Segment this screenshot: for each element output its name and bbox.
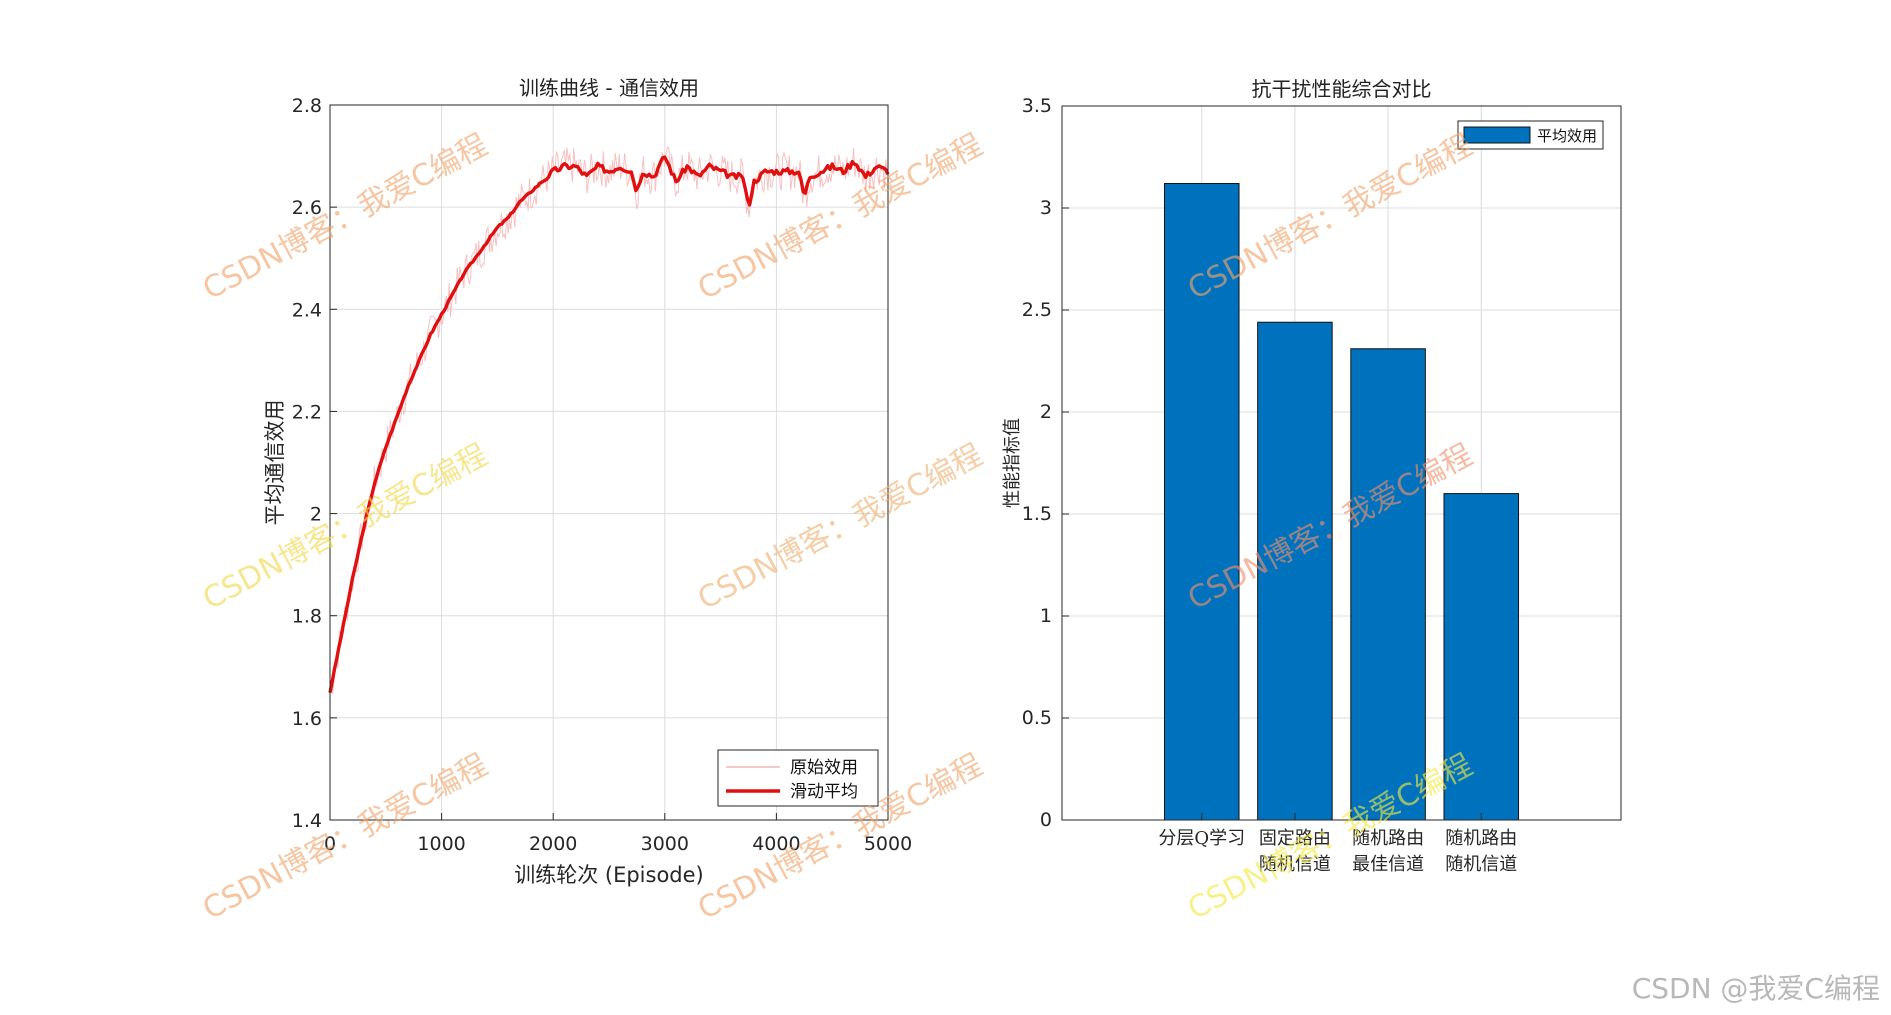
y-tick-label: 2.4	[292, 299, 322, 321]
legend-label-moving-average: 滑动平均	[790, 782, 858, 802]
x-tick-label: 固定路由随机信道	[1259, 828, 1331, 875]
y-tick-label: 3	[1040, 197, 1052, 219]
x-tick-label: 5000	[864, 833, 912, 855]
performance-comparison-chart: 0 0.5 1 1.5 2 2.5 3 3.5 分层Q学习 固定路由随机信道随机路由最佳信道随机路…	[1002, 77, 1622, 875]
x-tick-label: 4000	[752, 833, 800, 855]
y-tick-label: 2.5	[1022, 299, 1052, 321]
training-curve-chart: 0 1000 2000 3000 4000 5000 1.4 1.6 1.8 2 2.2 2.4 2.6…	[263, 76, 912, 887]
y-tick-label: 3.5	[1022, 95, 1052, 117]
y-tick-label: 1.8	[292, 606, 322, 628]
series-raw-utility	[329, 146, 888, 694]
chart-title: 抗干扰性能综合对比	[1252, 77, 1432, 101]
x-tick-label: 随机路由最佳信道	[1352, 828, 1424, 875]
y-tick-label: 2.6	[292, 197, 322, 219]
x-axis-label: 训练轮次 (Episode)	[514, 863, 704, 887]
bar	[1257, 321, 1333, 821]
series-moving-average	[328, 155, 890, 694]
y-tick-label: 2	[1040, 401, 1052, 423]
legend-box	[717, 749, 879, 807]
y-tick-label: 1	[1040, 605, 1052, 627]
plot-area	[1062, 106, 1621, 820]
axes-box	[329, 104, 889, 821]
y-tick-label: 2	[310, 504, 322, 526]
y-axis-label: 性能指标值	[1002, 418, 1023, 508]
x-tick-label: 分层Q学习	[1158, 828, 1245, 849]
bar	[1443, 493, 1520, 821]
y-tick-label: 0.5	[1022, 707, 1052, 729]
x-tick-label: 1000	[417, 833, 465, 855]
y-tick-label: 2.8	[292, 95, 322, 117]
y-axis-label: 平均通信效用	[263, 400, 287, 526]
y-tick-label: 1.6	[292, 708, 322, 730]
y-tick-label: 1.5	[1022, 503, 1052, 525]
x-tick-label: 随机路由随机信道	[1445, 828, 1517, 875]
x-tick-label: 2000	[529, 833, 577, 855]
legend-swatch	[1463, 126, 1531, 144]
legend-label: 平均效用	[1537, 127, 1597, 145]
corner-watermark: CSDN @我爱C编程	[1632, 972, 1880, 1005]
y-tick-label: 2.2	[292, 401, 322, 423]
x-tick-label: 3000	[641, 833, 689, 855]
axes-box	[1061, 105, 1622, 821]
x-tick-label: 0	[324, 833, 336, 855]
plot-area	[330, 105, 888, 820]
bar	[1163, 183, 1240, 821]
bar	[1350, 348, 1426, 821]
chart-title: 训练曲线 - 通信效用	[519, 76, 699, 100]
y-tick-label: 0	[1040, 809, 1052, 831]
legend-label-raw: 原始效用	[790, 758, 858, 778]
y-tick-label: 1.4	[292, 810, 322, 832]
